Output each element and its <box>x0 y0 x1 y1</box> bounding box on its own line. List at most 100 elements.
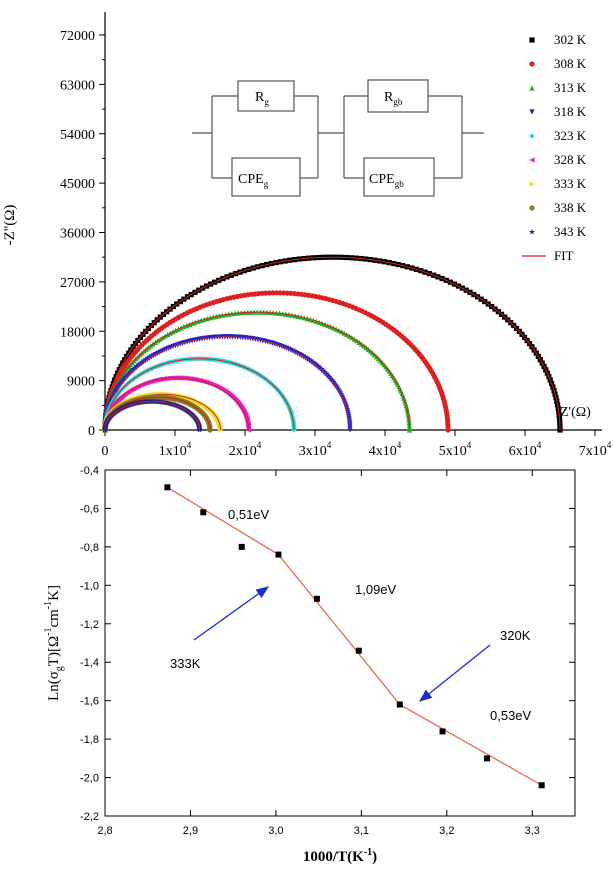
nyquist-data-point <box>529 37 535 43</box>
arrow-333k <box>193 586 270 641</box>
nyquist-data-point <box>529 205 535 211</box>
nyquist-x-ticks: 0 1x104 2x104 3x104 4x104 5x104 6x104 7x104 <box>102 430 612 459</box>
nyquist-fit-curve <box>104 377 249 431</box>
nyquist-x-label: Z'(Ω) <box>560 405 591 420</box>
arrhenius-x-ticks: 2,8 2,9 3,0 3,1 3,2 3,3 <box>97 470 540 837</box>
arrhenius-x-tick-label: 3,0 <box>268 825 283 837</box>
resistor-rgb <box>367 79 429 113</box>
legend-fit-label: FIT <box>554 248 574 263</box>
arrhenius-data-point <box>396 701 403 708</box>
arrhenius-y-tick-label: -0,8 <box>80 542 99 554</box>
nyquist-x-tick-label: 4x104 <box>369 440 402 459</box>
arrhenius-y-tick-label: -2,0 <box>80 773 99 785</box>
arrhenius-data-point <box>439 728 446 735</box>
legend-entry-label: 343 K <box>554 224 587 239</box>
arrhenius-y-label: Ln(σgT)[Ω-1cm-1K] <box>43 585 65 701</box>
legend-entry-label: 313 K <box>554 80 587 95</box>
nyquist-series-0 <box>102 254 563 433</box>
nyquist-series-8 <box>102 398 203 433</box>
arrhenius-points <box>164 484 545 789</box>
nyquist-data-point <box>529 133 535 139</box>
arrhenius-y-tick-label: -2,2 <box>80 811 99 823</box>
nyquist-chart: 0 9000 18000 27000 36000 45000 54000 63000 72000… <box>2 10 612 459</box>
arrhenius-fit-line <box>167 486 542 786</box>
nyquist-y-tick-label: 63000 <box>60 78 95 93</box>
cpe-gb-box <box>363 157 435 197</box>
legend-entry-label: 333 K <box>554 176 587 191</box>
nyquist-data-point <box>529 228 535 235</box>
nyquist-x-tick-label: 7x104 <box>579 440 612 459</box>
arrhenius-data-point <box>483 755 490 762</box>
nyquist-data-point <box>529 157 535 163</box>
nyquist-fit-curve <box>104 400 200 431</box>
cpe-gb-label: CPEgb <box>369 172 404 189</box>
nyquist-x-tick-label: 6x104 <box>509 440 542 459</box>
arrhenius-x-tick-label: 2,8 <box>97 825 112 837</box>
legend-entry-label: 302 K <box>554 32 587 47</box>
nyquist-legend: 302 K 308 K 313 K 318 K 323 K 328 K 333 K 338 K… <box>522 32 587 263</box>
legend-entry-label: 338 K <box>554 200 587 215</box>
cpe-g-box <box>231 157 301 197</box>
nyquist-y-tick-label: 36000 <box>60 227 95 242</box>
nyquist-data-point <box>529 109 535 115</box>
arrhenius-x-label: 1000/T(K-1) <box>303 847 377 865</box>
nyquist-data-point <box>529 85 535 91</box>
nyquist-fit-curve <box>104 292 449 431</box>
arrhenius-x-tick-label: 2,9 <box>183 825 198 837</box>
nyquist-y-tick-label: 72000 <box>60 29 95 44</box>
nyquist-y-tick-label: 9000 <box>67 375 95 390</box>
nyquist-fit-curve <box>104 358 295 431</box>
nyquist-y-tick-label: 45000 <box>60 177 95 192</box>
cpe-g-label: CPEg <box>238 172 269 189</box>
nyquist-plot-frame <box>105 10 602 430</box>
arrhenius-data-point <box>313 595 320 602</box>
nyquist-y-ticks: 0 9000 18000 27000 36000 45000 54000 63000 72000 <box>60 29 105 439</box>
legend-entry-label: 318 K <box>554 104 587 119</box>
nyquist-x-tick-label: 2x104 <box>229 440 262 459</box>
equivalent-circuit <box>192 79 484 197</box>
nyquist-series <box>102 254 563 433</box>
arrhenius-data-point <box>238 543 245 550</box>
annotation-320k: 320K <box>500 628 531 643</box>
rg-label: Rg <box>255 90 269 107</box>
annotation-333k: 333K <box>170 656 201 671</box>
nyquist-y-tick-label: 27000 <box>60 276 95 291</box>
nyquist-y-tick-label: 0 <box>88 424 95 439</box>
annotation-0-53ev: 0,53eV <box>490 708 532 723</box>
annotation-0-51ev: 0,51eV <box>228 507 270 522</box>
nyquist-y-label: -Z''(Ω) <box>2 205 18 246</box>
nyquist-y-tick-label: 18000 <box>60 325 95 340</box>
annotation-1-09ev: 1,09eV <box>355 582 397 597</box>
arrhenius-y-tick-label: -1,0 <box>80 580 99 592</box>
arrhenius-x-tick-label: 3,2 <box>439 825 454 837</box>
arrhenius-y-tick-label: -1,8 <box>80 734 99 746</box>
nyquist-x-tick-label: 0 <box>102 444 109 459</box>
nyquist-x-tick-label: 3x104 <box>299 440 332 459</box>
nyquist-data-point <box>529 181 535 187</box>
arrhenius-data-point <box>164 484 171 491</box>
nyquist-data-point <box>529 61 535 67</box>
nyquist-fit-curve <box>104 336 351 431</box>
nyquist-series-4 <box>102 356 297 433</box>
arrhenius-y-ticks: -0,4 -0,6 -0,8 -1,0 -1,2 -1,4 -1,6 -1,8 -2,0 -2,2 <box>80 465 575 823</box>
nyquist-fit-curve <box>104 256 561 431</box>
arrhenius-x-tick-label: 3,1 <box>354 825 369 837</box>
nyquist-x-tick-label: 1x104 <box>159 440 192 459</box>
arrhenius-y-tick-label: -1,2 <box>80 619 99 631</box>
arrhenius-plot-frame <box>104 469 576 817</box>
arrhenius-x-tick-label: 3,3 <box>525 825 540 837</box>
arrhenius-y-tick-label: -1,4 <box>80 657 99 669</box>
nyquist-series-2 <box>102 309 413 433</box>
nyquist-x-tick-label: 5x104 <box>439 440 472 459</box>
legend-entry-label: 323 K <box>554 128 587 143</box>
arrhenius-y-tick-label: -0,6 <box>80 503 99 515</box>
nyquist-fit-curve <box>104 311 410 431</box>
arrhenius-y-tick-label: -1,6 <box>80 696 99 708</box>
arrhenius-data-point <box>538 782 545 789</box>
nyquist-y-tick-label: 54000 <box>60 128 95 143</box>
rgb-label: Rgb <box>384 90 403 107</box>
arrhenius-y-tick-label: -0,4 <box>80 465 99 477</box>
resistor-rg <box>237 80 295 112</box>
legend-entry-label: 308 K <box>554 56 587 71</box>
